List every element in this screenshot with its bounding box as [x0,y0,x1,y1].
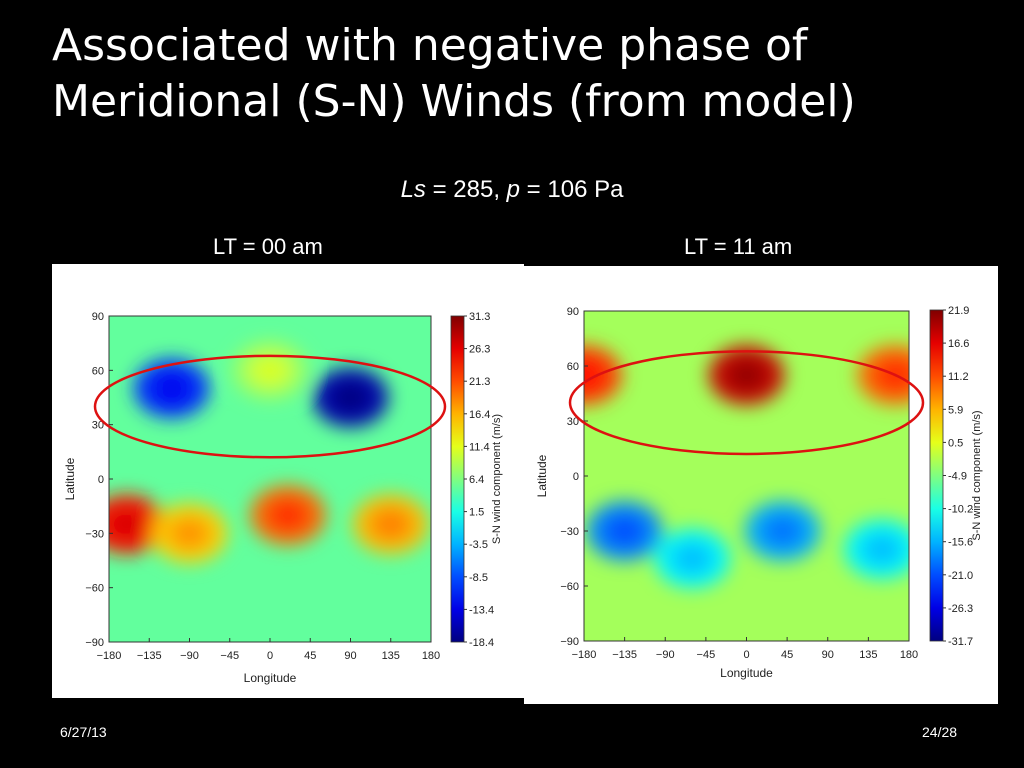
subtitle: Ls = 285, p = 106 Pa [0,176,1024,204]
colorbar-tick-label: -26.3 [948,603,973,615]
colorbar-tick-label: 16.6 [948,338,969,350]
x-axis-label: Longitude [720,666,773,680]
heatmap-blob-core [861,532,903,566]
colorbar-label: S-N wind component (m/s) [971,410,983,540]
heatmap-blob-core [249,353,291,387]
heatmap-blob-core [329,381,372,414]
highlight-ellipse [568,350,925,456]
colorbar-tick-label: -13.4 [469,604,494,616]
y-tick-label: 60 [92,365,104,377]
heatmap-field [109,340,429,564]
x-tick-label: −180 [97,650,122,662]
highlight-ellipse [93,354,447,459]
heatmap-blob-core [761,514,804,548]
colorbar [450,315,465,643]
colorbar-tick-label: 5.9 [948,404,963,416]
x-tick-label: −135 [137,650,162,662]
y-tick-label: −60 [560,581,579,593]
colorbar-tick-label: -4.9 [948,471,967,483]
ls-value: = 285, [425,176,507,203]
y-tick-label: −30 [85,528,104,540]
slide-title: Associated with negative phase of Meridi… [52,18,992,130]
colorbar-tick-label: -10.2 [948,504,973,516]
y-tick-label: 90 [567,306,579,318]
heatmap-blob-core [266,498,309,532]
heatmap-blob-core [584,358,605,392]
p-value: = 106 Pa [520,176,624,203]
x-tick-label: 135 [382,650,400,662]
x-tick-label: 180 [900,649,918,661]
y-axis-label: Latitude [63,457,77,500]
colorbar-tick-label: -21.0 [948,570,973,582]
panel-label-right: LT = 11 am [684,234,793,259]
heatmap-chart-left: −180 −135 −90 −45 0 45 90 135 180 90 60 30 0 −30 −60 −9… [63,311,503,685]
x-tick-label: 45 [304,650,316,662]
colorbar-tick-label: 16.4 [469,409,490,421]
colorbar-tick-label: 26.3 [469,344,490,356]
x-tick-label: 135 [859,649,877,661]
x-tick-label: 180 [422,650,440,662]
colorbar-tick-label: -18.4 [469,637,494,649]
colorbar-tick-label: -8.5 [469,572,488,584]
x-tick-label: −45 [697,649,716,661]
x-tick-label: 0 [267,650,273,662]
heatmap-chart-right: −180 −135 −90 −45 0 45 90 135 180 90 60 30 0 −30 −60 −9… [535,305,983,680]
x-tick-label: −45 [220,650,239,662]
heatmap-blob-core [369,507,412,541]
heatmap-blob-core [603,514,646,548]
heatmap-blob-core [168,516,211,550]
y-axis-label: Latitude [535,454,549,497]
colorbar-tick-label: 21.9 [948,305,969,317]
heatmap-blob-core [150,371,193,405]
colorbar [929,309,944,642]
y-tick-label: −90 [85,637,104,649]
y-tick-label: 0 [98,474,104,486]
x-tick-label: 45 [781,649,793,661]
x-axis-label: Longitude [244,671,297,685]
colorbar-tick-label: 1.5 [469,507,484,519]
title-line-2: Meridional (S-N) Winds (from model) [52,76,856,127]
y-tick-label: 0 [573,471,579,483]
x-tick-label: −180 [572,649,597,661]
slide-date: 6/27/13 [60,724,107,740]
heatmap-blob-core [671,542,714,575]
colorbar-tick-label: -15.6 [948,537,973,549]
colorbar-tick-label: 6.4 [469,474,484,486]
slide-page-number: 24/28 [922,724,958,740]
y-tick-label: 60 [567,361,579,373]
chart-panel-left: −180 −135 −90 −45 0 45 90 135 180 90 60 30 0 −30 −60 −9… [52,264,524,698]
chart-panel-right: −180 −135 −90 −45 0 45 90 135 180 90 60 30 0 −30 −60 −9… [524,266,998,704]
colorbar-tick-label: 11.4 [469,441,490,453]
colorbar-tick-label: 21.3 [469,376,490,388]
colorbar-tick-label: 0.5 [948,437,963,449]
y-tick-label: 90 [92,311,104,323]
y-tick-label: 30 [567,416,579,428]
y-tick-label: −30 [560,526,579,538]
x-tick-label: 90 [822,649,834,661]
x-tick-label: −135 [612,649,637,661]
heatmap-blob-core [109,507,148,541]
ls-symbol: Ls [400,176,426,203]
heatmap-field [584,345,909,589]
colorbar-tick-label: 31.3 [469,311,490,323]
y-tick-label: −60 [85,583,104,595]
x-tick-label: −90 [180,650,199,662]
y-tick-label: −90 [560,636,579,648]
x-tick-label: 0 [743,649,749,661]
heatmap-blob-core [874,358,909,392]
x-tick-label: 90 [344,650,356,662]
panel-label-left: LT = 00 am [213,234,323,259]
colorbar-tick-label: -3.5 [469,539,488,551]
heatmap-blob-core [725,358,768,392]
x-tick-label: −90 [656,649,675,661]
y-tick-label: 30 [92,420,104,432]
colorbar-tick-label: 11.2 [948,371,969,383]
title-line-1: Associated with negative phase of [52,20,808,71]
colorbar-tick-label: -31.7 [948,636,973,648]
p-symbol: p [506,176,521,203]
colorbar-label: S-N wind component (m/s) [491,414,503,544]
